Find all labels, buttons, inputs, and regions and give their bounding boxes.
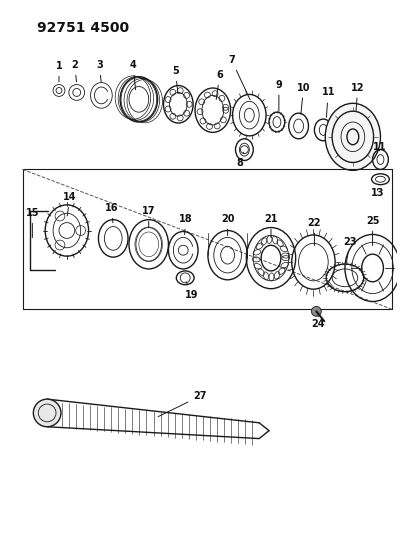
Text: 17: 17 [142,206,156,228]
Text: 11: 11 [373,142,386,152]
Text: 27: 27 [158,391,207,417]
Text: 2: 2 [71,60,78,82]
Text: 19: 19 [185,282,199,300]
Text: 11: 11 [322,87,335,117]
Text: 22: 22 [308,217,321,246]
Text: 5: 5 [172,66,179,94]
Text: 6: 6 [216,70,223,100]
Text: 10: 10 [297,83,310,115]
Text: 18: 18 [179,214,193,235]
Text: 9: 9 [276,79,282,111]
Text: 16: 16 [104,203,118,223]
Ellipse shape [33,399,61,427]
Text: 12: 12 [351,83,364,111]
Ellipse shape [325,103,380,171]
Text: 14: 14 [63,192,76,216]
Text: 23: 23 [343,237,357,262]
Text: 8: 8 [236,152,244,168]
Text: 92751 4500: 92751 4500 [37,21,130,36]
Text: 15: 15 [26,208,39,238]
Text: 20: 20 [221,214,234,236]
Text: 3: 3 [96,60,103,82]
Text: 1: 1 [56,61,62,82]
Text: 24: 24 [312,316,325,329]
Text: 4: 4 [130,60,136,90]
Text: 13: 13 [371,188,384,198]
Text: 7: 7 [228,55,250,100]
Text: 25: 25 [366,216,379,246]
Circle shape [312,306,321,316]
Text: 21: 21 [264,214,278,238]
